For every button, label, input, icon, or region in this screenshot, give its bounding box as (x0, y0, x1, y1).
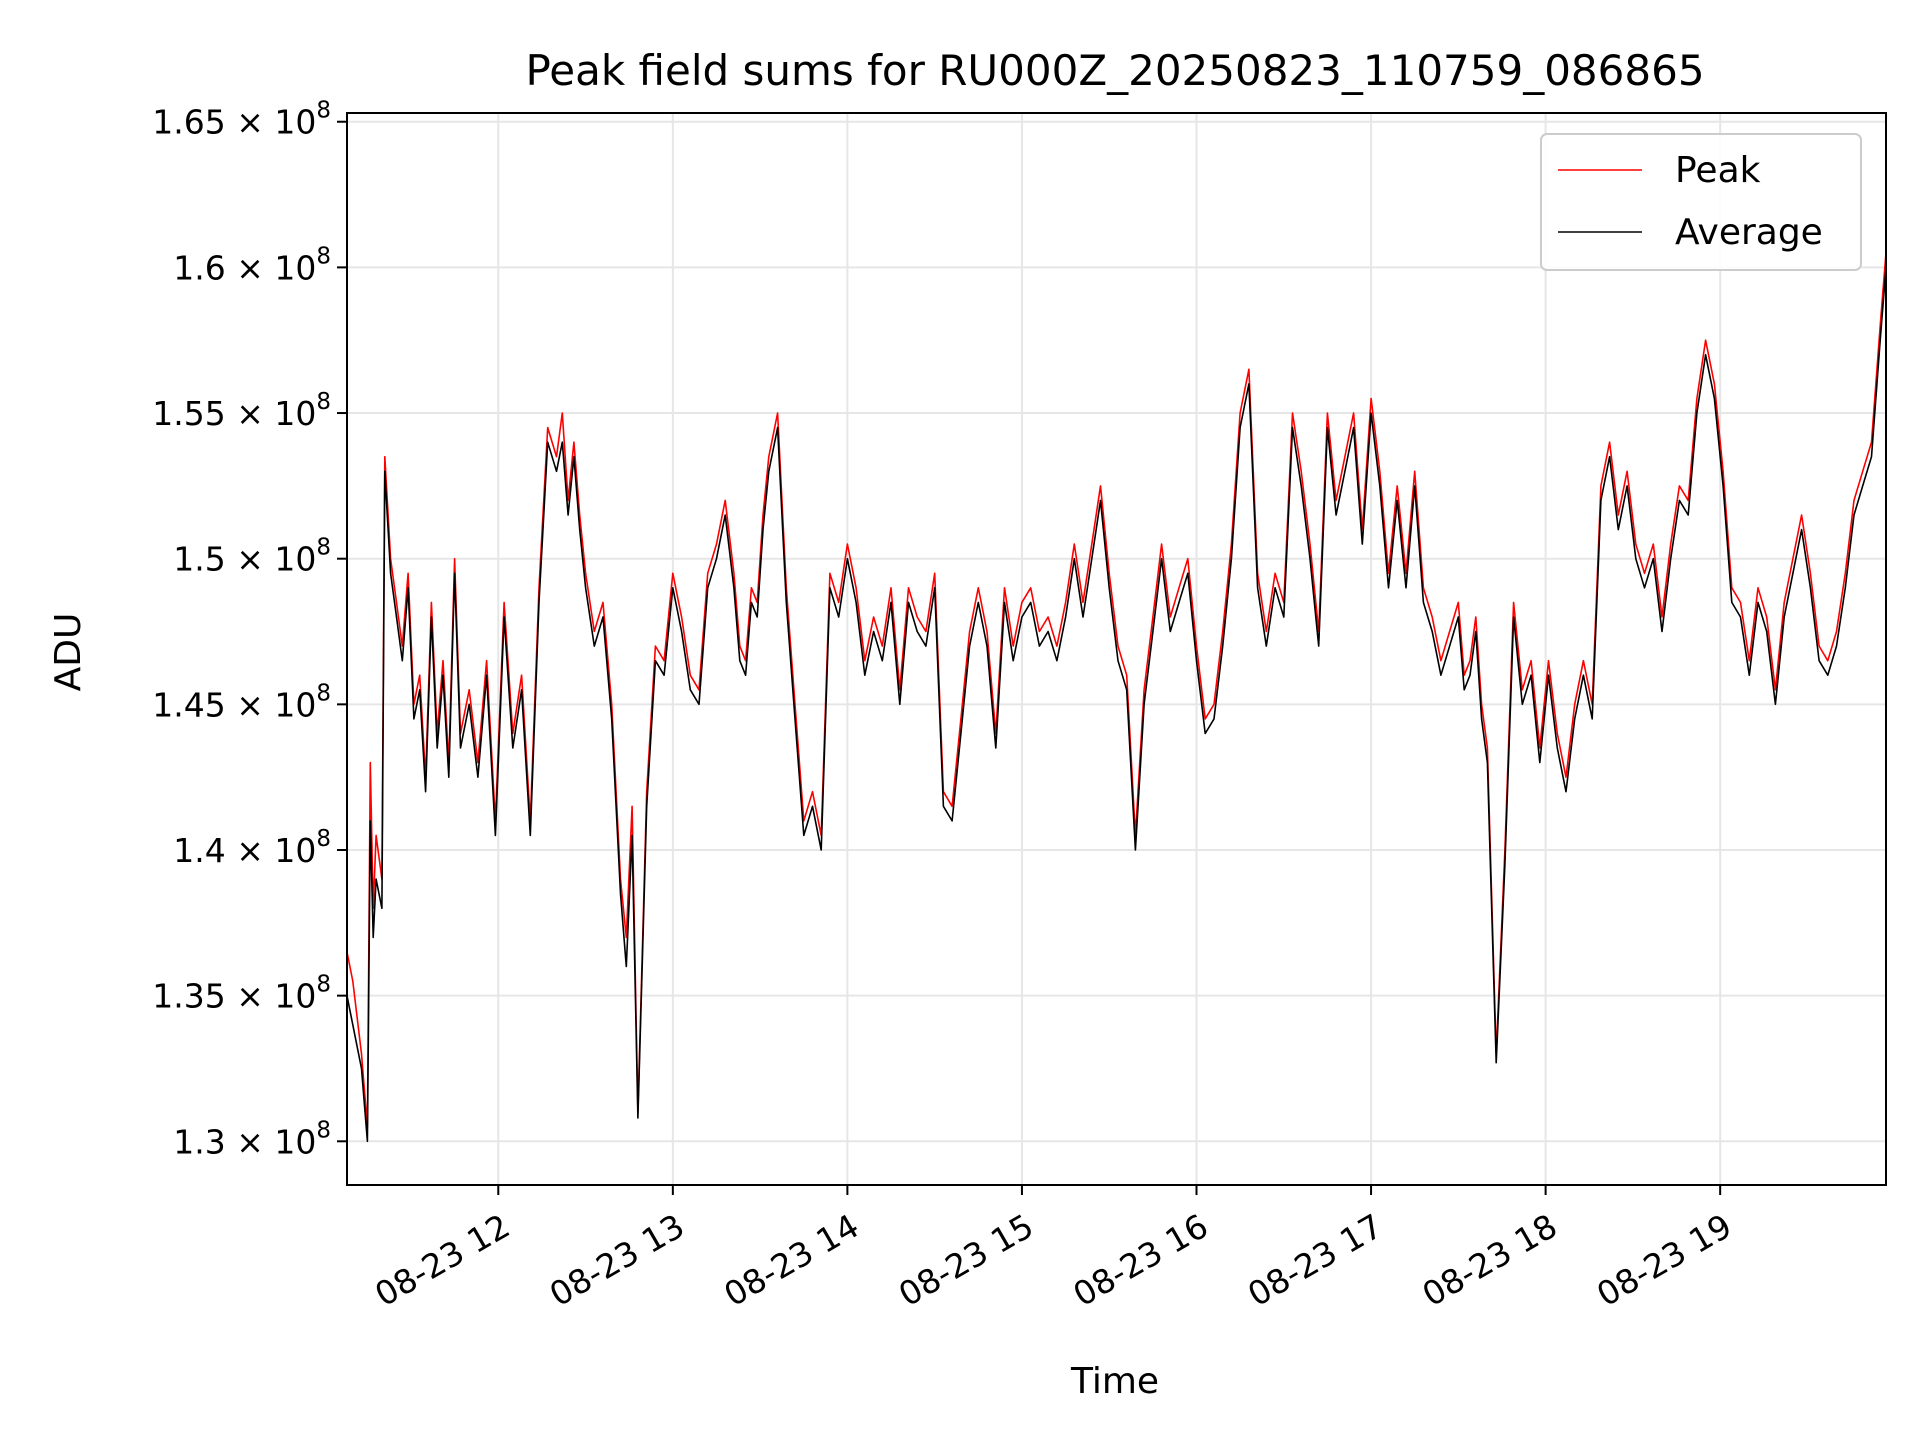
y-tick-label: 1.65 × 108 (152, 98, 331, 142)
y-axis-title: ADU (48, 613, 89, 692)
plot-frame (346, 112, 1887, 1186)
legend-box (1540, 133, 1862, 271)
legend-label-average: Average (1675, 212, 1823, 253)
series-line-peak (346, 252, 1887, 1128)
y-tick-label: 1.45 × 108 (152, 680, 331, 724)
y-axis: 1.3 × 108 1.35 × 108 1.4 × 108 1.45 × 108 1.… (152, 98, 347, 1161)
y-tick-label: 1.35 × 108 (152, 972, 331, 1016)
plot-area (346, 252, 1887, 1143)
y-tick-label: 1.6 × 108 (173, 243, 331, 287)
y-tick-label: 1.3 × 108 (173, 1117, 331, 1161)
legend-label-peak: Peak (1675, 150, 1761, 191)
y-tick-label: 1.4 × 108 (173, 826, 331, 870)
grid (347, 113, 1886, 1185)
legend: Peak Average (1540, 133, 1862, 271)
series-line-average (346, 267, 1887, 1143)
y-tick-label: 1.5 × 108 (173, 535, 331, 579)
y-tick-label: 1.55 × 108 (152, 389, 331, 433)
chart-title: Peak field sums for RU000Z_20250823_1107… (525, 46, 1704, 95)
x-axis-title: Time (1070, 1361, 1159, 1402)
